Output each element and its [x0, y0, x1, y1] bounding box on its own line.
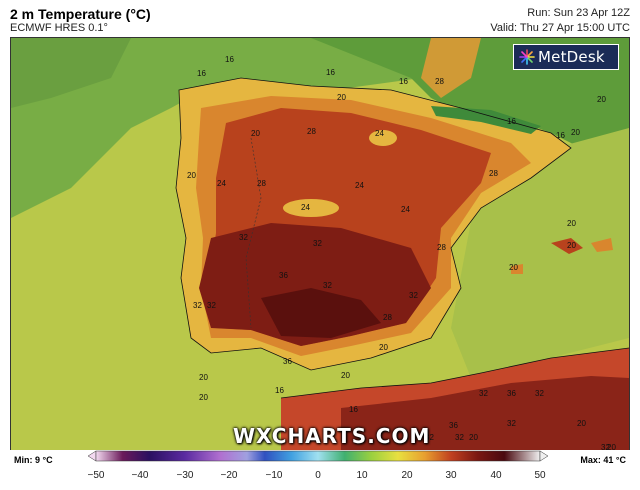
contour-label: 32 — [239, 233, 248, 242]
mountain-cool-spot — [369, 130, 397, 146]
colorbar-tick: 30 — [445, 470, 457, 481]
contour-label: 16 — [556, 131, 565, 140]
contour-label: 20 — [567, 219, 576, 228]
contour-label: 20 — [567, 241, 576, 250]
contour-label: 32 — [207, 301, 216, 310]
colorbar-tick: −10 — [266, 470, 283, 481]
contour-label: 16 — [275, 386, 284, 395]
contour-label: 20 — [341, 371, 350, 380]
contour-label: 16 — [326, 68, 335, 77]
run-time: Run: Sun 23 Apr 12Z — [527, 7, 630, 19]
contour-label: 28 — [383, 313, 392, 322]
contour-label: 20 — [199, 373, 208, 382]
map-svg: 16 16 16 16 16 16 20 20 20 20 20 20 20 2… — [11, 38, 629, 450]
colorbar-ticks: −50 −40 −30 −20 −10 0 10 20 30 40 50 — [88, 470, 546, 481]
contour-label: 20 — [199, 393, 208, 402]
colorbar-tick: −20 — [221, 470, 238, 481]
model-label: ECMWF HRES 0.1° — [10, 22, 108, 34]
contour-label: 24 — [301, 203, 310, 212]
contour-label: 16 — [399, 77, 408, 86]
metdesk-logo: MetDesk — [513, 44, 619, 70]
colorbar-tick: −40 — [132, 470, 149, 481]
valid-time: Valid: Thu 27 Apr 15:00 UTC — [490, 22, 630, 34]
contour-label: 24 — [401, 205, 410, 214]
max-temperature: Max: 41 °C — [580, 455, 626, 465]
contour-label: 16 — [349, 405, 358, 414]
atlantic-cool-area — [11, 38, 431, 218]
contour-label: 24 — [375, 129, 384, 138]
contour-label: 28 — [489, 169, 498, 178]
contour-label: 36 — [283, 357, 292, 366]
contour-label: 16 — [507, 117, 516, 126]
logo-text: MetDesk — [538, 48, 605, 66]
contour-label: 32 — [479, 389, 488, 398]
contour-label: 32 — [507, 419, 516, 428]
contour-label: 24 — [355, 181, 364, 190]
contour-label: 20 — [251, 129, 260, 138]
contour-label: 32 — [425, 433, 434, 442]
contour-label: 32 — [409, 291, 418, 300]
watermark: WXCHARTS.COM — [233, 424, 431, 448]
pyrenees-cool-band — [431, 106, 541, 134]
contour-label: 36 — [449, 421, 458, 430]
map-title: 2 m Temperature (°C) — [10, 6, 151, 22]
colorbar-tick: 50 — [534, 470, 546, 481]
contour-labels: 16 16 16 16 16 16 20 20 20 20 20 20 20 2… — [187, 55, 616, 450]
temperature-map[interactable]: 16 16 16 16 16 16 20 20 20 20 20 20 20 2… — [10, 37, 630, 451]
colorbar-high-arrow — [539, 450, 549, 462]
contour-label: 20 — [597, 95, 606, 104]
contour-label: 16 — [225, 55, 234, 64]
africa-coastline — [280, 347, 629, 399]
contour-label: 28 — [307, 127, 316, 136]
menorca-island — [591, 238, 613, 252]
colorbar-tick: 0 — [315, 470, 321, 481]
colorbar-tick: 20 — [401, 470, 413, 481]
contour-label: 28 — [437, 243, 446, 252]
contour-label: 36 — [279, 271, 288, 280]
colorbar: −50 −40 −30 −20 −10 0 10 20 30 40 50 — [87, 450, 549, 481]
colorbar-tick: −50 — [88, 470, 105, 481]
north-atlantic-area — [11, 38, 131, 108]
mallorca-island — [551, 238, 583, 254]
contour-label: 28 — [435, 77, 444, 86]
contour-label: 32 — [323, 281, 332, 290]
contour-label: 20 — [337, 93, 346, 102]
contour-label: 32 — [455, 433, 464, 442]
contour-label: 16 — [197, 69, 206, 78]
ibiza-island — [511, 264, 523, 274]
extreme-heat-core — [261, 288, 381, 338]
contour-label: 28 — [257, 179, 266, 188]
contour-label: 20 — [607, 443, 616, 450]
colorbar-tick: 10 — [356, 470, 368, 481]
contour-label: 20 — [469, 433, 478, 442]
min-temperature: Min: 9 °C — [14, 455, 53, 465]
contour-label: 20 — [509, 263, 518, 272]
portugal-border — [245, 137, 262, 329]
contour-label: 36 — [507, 389, 516, 398]
header: 2 m Temperature (°C) ECMWF HRES 0.1° Run… — [0, 0, 640, 36]
colorbar-tick: −30 — [177, 470, 194, 481]
southwest-france-warm — [421, 38, 481, 98]
contour-label: 32 — [535, 389, 544, 398]
colorbar-low-arrow — [87, 450, 97, 462]
starburst-icon — [519, 49, 535, 65]
colorbar-tick: 40 — [490, 470, 502, 481]
contour-label: 20 — [577, 419, 586, 428]
contour-label: 32 — [601, 443, 610, 450]
north-africa-hot — [341, 376, 629, 450]
contour-label: 24 — [217, 179, 226, 188]
contour-label: 20 — [571, 128, 580, 137]
contour-label: 20 — [379, 343, 388, 352]
plateau-cool-spot — [283, 199, 339, 217]
contour-label: 32 — [313, 239, 322, 248]
iberia-coastline — [175, 77, 572, 371]
colorbar-gradient — [95, 450, 541, 462]
contour-label: 32 — [193, 301, 202, 310]
contour-label: 20 — [187, 171, 196, 180]
